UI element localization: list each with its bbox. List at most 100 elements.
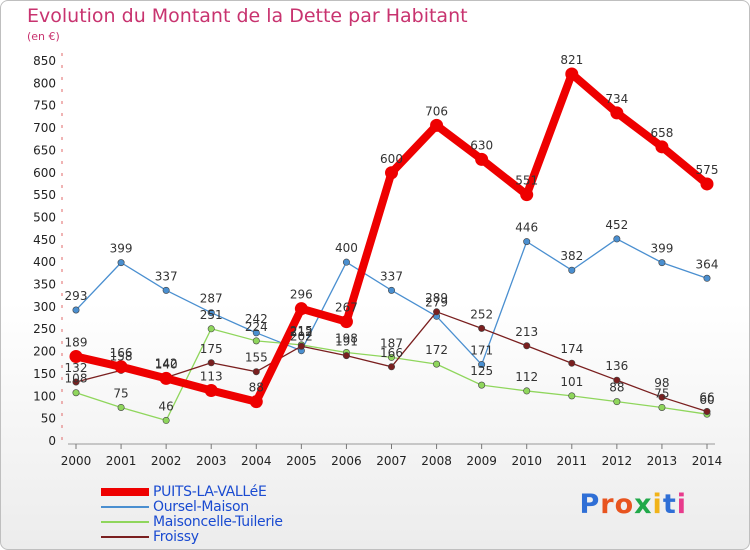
data-point-froissy bbox=[568, 359, 576, 367]
data-label-froissy: 98 bbox=[654, 376, 669, 390]
data-label-puits-la-vallee: 296 bbox=[290, 288, 313, 302]
data-point-maisoncelle-tuilerie bbox=[162, 416, 170, 424]
y-tick-label: 850 bbox=[33, 54, 56, 68]
data-label-maisoncelle-tuilerie: 75 bbox=[113, 386, 128, 400]
data-point-oursel-maison bbox=[478, 361, 486, 369]
data-label-maisoncelle-tuilerie: 215 bbox=[290, 324, 313, 338]
data-point-oursel-maison bbox=[342, 258, 350, 266]
data-label-froissy: 136 bbox=[605, 359, 628, 373]
chart-title: Evolution du Montant de la Dette par Hab… bbox=[27, 5, 468, 27]
y-tick-label: 550 bbox=[33, 188, 56, 202]
data-label-oursel-maison: 337 bbox=[155, 269, 178, 283]
data-label-puits-la-vallee: 140 bbox=[155, 357, 178, 371]
y-tick-label: 0 bbox=[48, 434, 56, 448]
data-label-layer: 293 399 337 287 242 202 400 337 279 171 446 382 452 3… bbox=[65, 53, 719, 413]
data-point-puits-la-vallee bbox=[385, 166, 398, 180]
data-point-froissy bbox=[342, 352, 350, 360]
x-tick-label: 2010 bbox=[511, 454, 542, 468]
logo-letter: x bbox=[634, 489, 653, 520]
legend-label-maisoncelle-tuilerie: Maisoncelle-Tuilerie bbox=[153, 514, 283, 530]
y-tick-label: 600 bbox=[33, 166, 56, 180]
data-label-puits-la-vallee: 575 bbox=[696, 163, 719, 177]
data-point-froissy bbox=[433, 308, 441, 316]
data-label-maisoncelle-tuilerie: 88 bbox=[609, 381, 624, 395]
data-label-oursel-maison: 364 bbox=[696, 257, 719, 271]
legend-label-oursel-maison: Oursel-Maison bbox=[153, 499, 249, 515]
data-point-oursel-maison bbox=[658, 259, 666, 267]
data-label-puits-la-vallee: 113 bbox=[200, 369, 223, 383]
data-point-puits-la-vallee bbox=[565, 67, 579, 81]
axes: 0 50 100 150 200 250 300 350 400 450 500 550 600 650 7… bbox=[33, 53, 722, 468]
data-label-puits-la-vallee: 600 bbox=[380, 152, 403, 166]
data-label-froissy: 289 bbox=[425, 291, 448, 305]
y-tick-label: 700 bbox=[33, 121, 56, 135]
data-label-puits-la-vallee: 189 bbox=[65, 336, 88, 350]
series-oursel-maison bbox=[72, 235, 711, 369]
data-label-maisoncelle-tuilerie: 251 bbox=[200, 308, 223, 322]
data-label-froissy: 174 bbox=[560, 342, 583, 356]
x-tick-label: 2001 bbox=[106, 454, 137, 468]
data-label-maisoncelle-tuilerie: 108 bbox=[65, 372, 88, 386]
logo-letter: o bbox=[614, 489, 635, 520]
data-label-oursel-maison: 279 bbox=[425, 295, 448, 309]
y-tick-label: 200 bbox=[33, 345, 56, 359]
data-label-oursel-maison: 242 bbox=[245, 312, 268, 326]
data-point-oursel-maison bbox=[252, 329, 260, 337]
y-tick-label: 150 bbox=[33, 367, 56, 381]
data-label-oursel-maison: 446 bbox=[515, 221, 538, 235]
data-point-maisoncelle-tuilerie bbox=[658, 403, 666, 411]
data-point-puits-la-vallee bbox=[700, 177, 714, 191]
proxiti-logo: Proxiti bbox=[579, 489, 687, 520]
x-tick-label: 2012 bbox=[602, 454, 633, 468]
data-point-froissy bbox=[478, 324, 486, 332]
x-tick-label: 2000 bbox=[61, 454, 92, 468]
logo-letter: r bbox=[600, 489, 615, 520]
data-point-puits-la-vallee bbox=[475, 152, 489, 166]
data-point-maisoncelle-tuilerie bbox=[568, 392, 576, 400]
x-tick-label: 2013 bbox=[647, 454, 678, 468]
data-label-puits-la-vallee: 706 bbox=[425, 104, 448, 118]
data-label-froissy: 213 bbox=[515, 325, 538, 339]
data-point-maisoncelle-tuilerie bbox=[207, 325, 215, 333]
data-label-froissy: 212 bbox=[290, 325, 313, 339]
data-label-maisoncelle-tuilerie: 198 bbox=[335, 331, 358, 345]
data-label-maisoncelle-tuilerie: 125 bbox=[470, 364, 493, 378]
data-point-oursel-maison bbox=[207, 309, 215, 317]
data-point-puits-la-vallee bbox=[249, 395, 263, 409]
data-label-puits-la-vallee: 630 bbox=[470, 138, 493, 152]
data-point-maisoncelle-tuilerie bbox=[523, 387, 531, 395]
data-label-maisoncelle-tuilerie: 224 bbox=[245, 320, 268, 334]
data-label-maisoncelle-tuilerie: 75 bbox=[654, 386, 669, 400]
data-point-puits-la-vallee bbox=[114, 360, 128, 374]
data-label-oursel-maison: 382 bbox=[560, 249, 583, 263]
data-label-puits-la-vallee: 658 bbox=[650, 126, 673, 140]
logo-letter: i bbox=[676, 489, 687, 520]
data-label-puits-la-vallee: 821 bbox=[560, 53, 583, 67]
x-tick-label: 2003 bbox=[196, 454, 227, 468]
data-point-froissy bbox=[72, 378, 80, 386]
logo-letter: P bbox=[579, 489, 601, 520]
data-label-oursel-maison: 171 bbox=[470, 344, 493, 358]
y-tick-label: 450 bbox=[33, 233, 56, 247]
data-point-oursel-maison bbox=[613, 235, 621, 243]
data-point-oursel-maison bbox=[387, 286, 395, 294]
data-point-puits-la-vallee bbox=[339, 315, 353, 329]
data-label-maisoncelle-tuilerie: 112 bbox=[515, 370, 538, 384]
data-point-maisoncelle-tuilerie bbox=[72, 389, 80, 397]
data-label-froissy: 166 bbox=[380, 346, 403, 360]
data-point-maisoncelle-tuilerie bbox=[387, 353, 395, 361]
y-tick-label: 650 bbox=[33, 143, 56, 157]
y-tick-label: 250 bbox=[33, 322, 56, 336]
y-tick-label: 100 bbox=[33, 389, 56, 403]
x-tick-label: 2008 bbox=[421, 454, 452, 468]
data-label-froissy: 66 bbox=[699, 390, 714, 404]
data-point-froissy bbox=[613, 376, 621, 384]
x-tick-label: 2007 bbox=[376, 454, 407, 468]
data-point-oursel-maison bbox=[523, 238, 531, 246]
data-point-maisoncelle-tuilerie bbox=[117, 403, 125, 411]
data-label-oursel-maison: 287 bbox=[200, 292, 223, 306]
data-label-oursel-maison: 399 bbox=[650, 242, 673, 256]
data-point-froissy bbox=[252, 368, 260, 376]
data-label-froissy: 191 bbox=[335, 335, 358, 349]
